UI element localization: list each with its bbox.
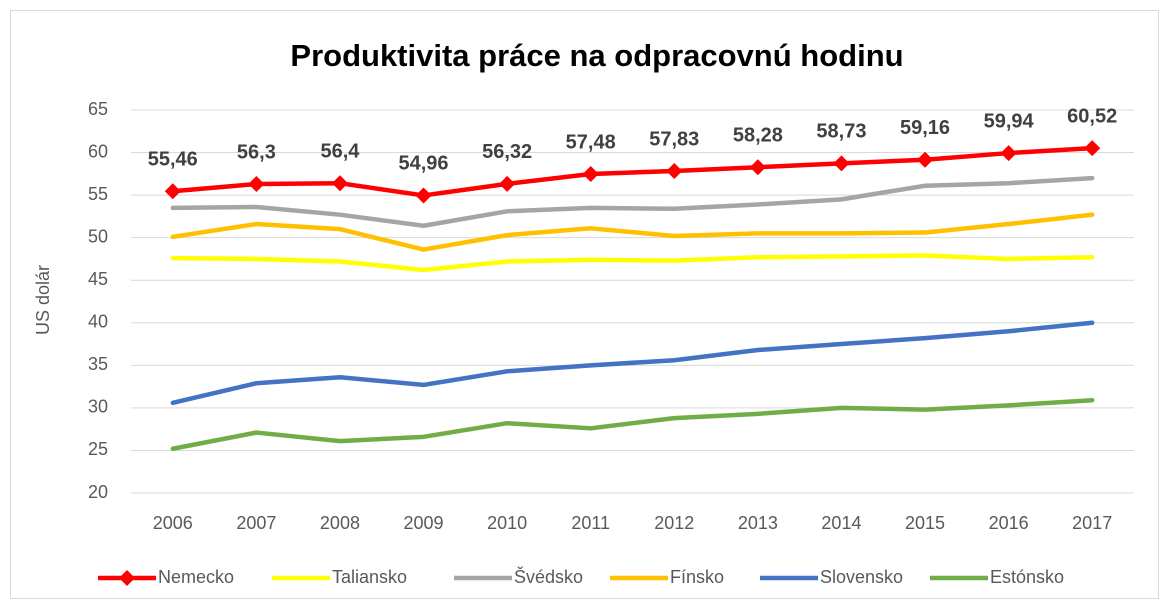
data-label: 59,16 (900, 117, 950, 139)
series-line (170, 212, 1095, 252)
point-marker (415, 187, 432, 204)
point-marker (833, 155, 850, 172)
x-tick-label: 2007 (236, 513, 276, 533)
x-tick-label: 2009 (404, 513, 444, 533)
legend-label: Slovensko (820, 567, 903, 587)
data-label: 57,83 (649, 128, 699, 150)
series-line (170, 253, 1095, 273)
y-axis-label: US dolár (33, 265, 53, 335)
point-marker (917, 151, 934, 168)
data-label: 60,52 (1067, 105, 1117, 127)
series-line (170, 397, 1095, 451)
legend-label: Švédsko (514, 566, 583, 587)
data-label: 56,4 (320, 140, 360, 162)
series-line (170, 175, 1095, 229)
y-tick-label: 45 (88, 269, 108, 289)
x-tick-label: 2014 (821, 513, 861, 533)
legend-label: Nemecko (158, 567, 234, 587)
legend-label: Taliansko (332, 567, 407, 587)
point-marker (248, 176, 265, 193)
chart-border (10, 10, 1159, 599)
point-marker (1000, 145, 1017, 162)
legend-label: Fínsko (670, 567, 724, 587)
x-tick-label: 2011 (571, 513, 610, 533)
legend-label: Estónsko (990, 567, 1064, 587)
data-label: 58,73 (816, 121, 866, 143)
data-label: 56,3 (237, 141, 276, 163)
series-line (170, 145, 1095, 198)
y-tick-label: 35 (88, 354, 108, 374)
y-tick-label: 20 (88, 482, 108, 502)
x-tick-label: 2012 (654, 513, 694, 533)
legend-marker (119, 570, 135, 586)
x-tick-label: 2013 (738, 513, 778, 533)
y-tick-label: 55 (88, 184, 108, 204)
y-tick-label: 65 (88, 99, 108, 119)
point-marker (1084, 140, 1101, 157)
x-tick-label: 2016 (989, 513, 1029, 533)
x-tick-label: 2006 (153, 513, 193, 533)
y-tick-label: 60 (88, 141, 108, 161)
data-label: 58,28 (733, 124, 783, 146)
data-label: 55,46 (148, 148, 198, 170)
chart-title: Produktivita práce na odpracovnú hodinu (290, 38, 903, 73)
data-label: 59,94 (984, 110, 1035, 132)
y-tick-label: 30 (88, 397, 108, 417)
x-tick-label: 2010 (487, 513, 527, 533)
y-tick-label: 40 (88, 312, 108, 332)
point-marker (582, 166, 599, 183)
data-label: 54,96 (399, 153, 449, 175)
data-label: 57,48 (566, 131, 616, 153)
x-tick-label: 2015 (905, 513, 945, 533)
point-marker (164, 183, 181, 200)
data-label: 56,32 (482, 141, 532, 163)
x-tick-label: 2008 (320, 513, 360, 533)
y-tick-label: 50 (88, 226, 108, 246)
series-line (170, 320, 1095, 406)
point-marker (499, 175, 516, 192)
point-marker (749, 159, 766, 176)
x-tick-label: 2017 (1072, 513, 1112, 533)
y-tick-label: 25 (88, 439, 108, 459)
point-marker (331, 175, 348, 192)
point-marker (666, 163, 683, 180)
